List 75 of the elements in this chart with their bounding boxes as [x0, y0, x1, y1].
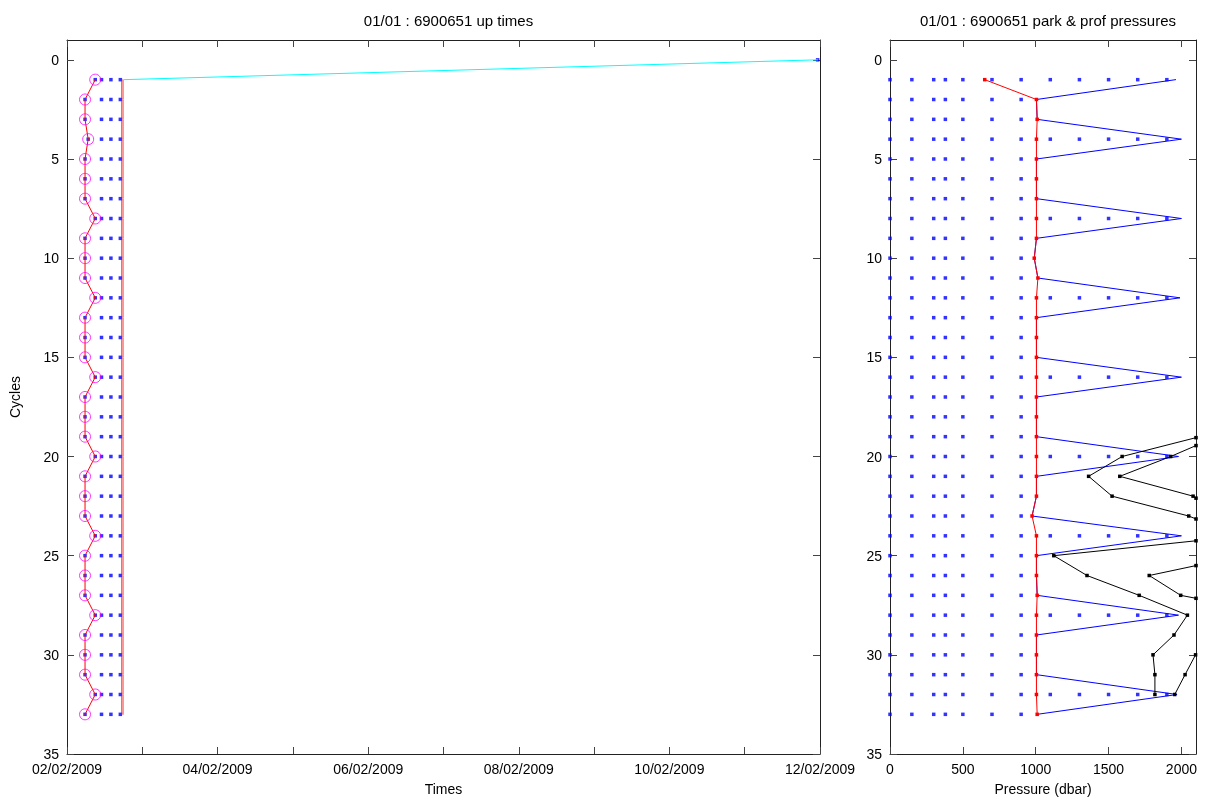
- point: [1034, 137, 1039, 141]
- point: [1183, 672, 1187, 677]
- x-tick-label: 04/02/2009: [182, 761, 253, 777]
- point: [1034, 177, 1039, 181]
- x-tick-label: 500: [951, 761, 975, 777]
- point: [1137, 593, 1141, 598]
- point: [1110, 494, 1114, 498]
- point: [1034, 613, 1039, 617]
- point: [1036, 276, 1040, 280]
- y-tick-label: 15: [866, 349, 883, 366]
- point: [1194, 517, 1198, 521]
- point: [1034, 415, 1039, 419]
- y-tick-label: 35: [866, 746, 883, 762]
- point: [1194, 596, 1198, 601]
- point: [1194, 496, 1198, 500]
- point: [1034, 296, 1039, 300]
- chart-title: 01/01 : 6900651 park & prof pressures: [920, 12, 1176, 29]
- x-tick-label: 06/02/2009: [333, 761, 404, 777]
- x-axis-title: Times: [424, 781, 463, 797]
- x-tick-label: 02/02/2009: [31, 761, 103, 777]
- point: [1035, 117, 1039, 122]
- point: [1194, 435, 1198, 440]
- line-series: [84, 79, 96, 715]
- y-tick-label: 0: [874, 51, 883, 68]
- point: [1153, 672, 1157, 677]
- point: [1194, 563, 1198, 568]
- y-tick-label: 10: [866, 250, 883, 267]
- y-axis-title: Cycles: [7, 375, 23, 419]
- point: [1035, 593, 1039, 598]
- x-axis-title: Pressure (dbar): [994, 781, 1092, 797]
- y-tick-label: 25: [866, 547, 883, 564]
- point: [1118, 474, 1122, 479]
- point: [1034, 653, 1039, 657]
- y-tick-label: 30: [866, 646, 883, 663]
- y-tick-label: 5: [874, 151, 883, 167]
- x-tick-label: 1500: [1092, 761, 1125, 777]
- point: [1194, 539, 1198, 543]
- y-tick-label: 35: [43, 746, 60, 762]
- y-tick-label: 20: [43, 448, 60, 465]
- y-tick-label: 15: [43, 349, 60, 366]
- chart-title: 01/01 : 6900651 up times: [363, 12, 534, 29]
- x-tick-label: 0: [886, 761, 895, 777]
- point: [1185, 613, 1190, 617]
- point: [1030, 514, 1034, 518]
- point: [1153, 692, 1157, 697]
- point: [1034, 395, 1039, 399]
- y-tick-label: 30: [43, 646, 60, 663]
- point: [1151, 653, 1155, 657]
- line-series: [1031, 79, 1182, 715]
- point: [1120, 454, 1124, 459]
- point: [1191, 494, 1195, 498]
- y-tick-label: 0: [51, 51, 60, 68]
- point: [1034, 375, 1039, 379]
- x-tick-label: 1000: [1020, 761, 1052, 777]
- x-tick-label: 08/02/2009: [483, 761, 555, 777]
- y-tick-label: 5: [51, 151, 60, 167]
- point: [1147, 573, 1151, 578]
- point: [1034, 494, 1039, 498]
- x-tick-label: 10/02/2009: [634, 761, 705, 777]
- y-tick-label: 25: [43, 547, 60, 564]
- point: [1034, 157, 1039, 161]
- point: [1035, 712, 1039, 717]
- point: [1186, 514, 1191, 518]
- point: [1052, 553, 1056, 558]
- x-tick-label: 12/02/2009: [784, 761, 856, 777]
- point: [1034, 534, 1039, 538]
- y-tick-label: 10: [43, 250, 60, 267]
- point: [1085, 573, 1089, 578]
- point: [1193, 653, 1198, 657]
- y-tick-label: 20: [866, 448, 883, 465]
- point: [1172, 633, 1176, 637]
- point: [1194, 443, 1198, 448]
- x-tick-label: 2000: [1165, 761, 1198, 777]
- point: [1032, 256, 1037, 260]
- point: [1034, 633, 1039, 637]
